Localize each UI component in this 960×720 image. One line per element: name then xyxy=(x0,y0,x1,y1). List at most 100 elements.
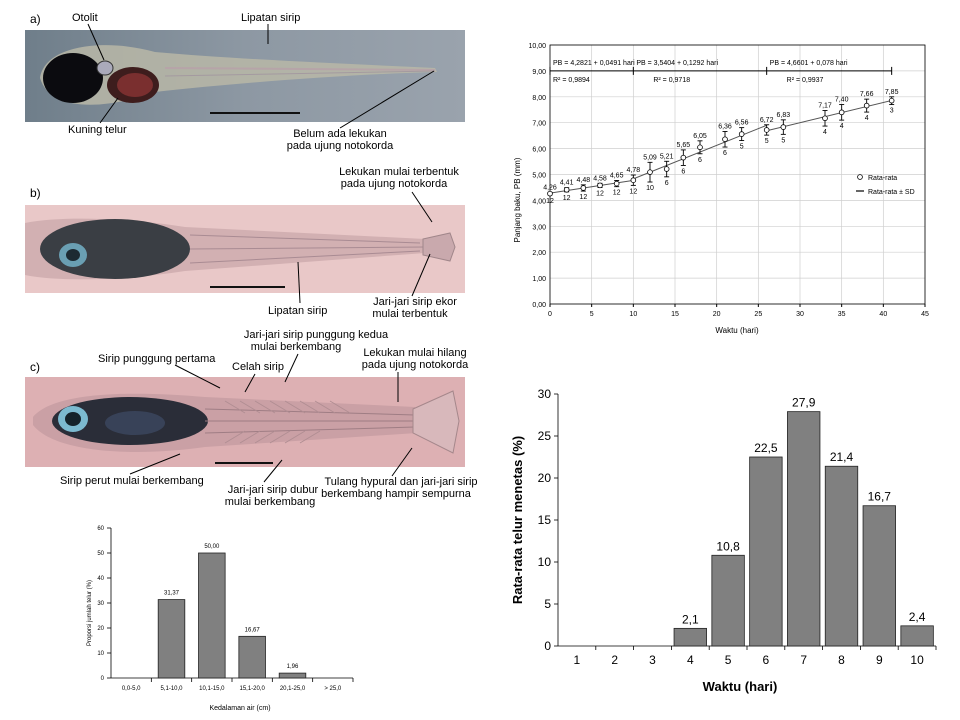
mean-label: 4,26 xyxy=(543,184,557,191)
sample-size-label: 4 xyxy=(840,123,844,130)
sample-size-label: 4 xyxy=(865,115,869,122)
mean-label: 6,36 xyxy=(718,124,732,131)
sample-size-label: 12 xyxy=(579,194,587,201)
depth-data-label: 50,00 xyxy=(204,544,220,550)
label-jari-ekor-1: Jari-jari sirip ekor xyxy=(373,296,457,308)
hatch-x-tick-label: 8 xyxy=(838,653,845,667)
leader-lines-c xyxy=(129,353,413,483)
sample-size-label: 5 xyxy=(765,138,769,145)
line-x-tick-label: 20 xyxy=(713,311,721,318)
mean-point xyxy=(663,166,670,172)
label-celah-sirip: Celah sirip xyxy=(232,361,284,373)
hatch-x-tick-label: 10 xyxy=(910,653,924,667)
larva-figure: a) Otolit Lipatan sirip Kuning telur Bel… xyxy=(0,0,500,520)
panel-label-c: c) xyxy=(30,360,40,374)
sample-size-label: 4 xyxy=(823,129,827,136)
mean-label: 7,40 xyxy=(835,97,849,104)
hatch-y-tick-label: 30 xyxy=(538,387,552,401)
hatch-bar xyxy=(787,411,821,647)
label-belum-lekukan-1: Belum ada lekukan xyxy=(293,128,387,140)
depth-y-tick-label: 10 xyxy=(97,651,104,657)
mean-point xyxy=(738,131,745,137)
mean-point xyxy=(647,169,653,175)
line-x-tick-label: 30 xyxy=(796,311,804,318)
sample-size-label: 6 xyxy=(681,168,685,175)
line-x-tick-label: 40 xyxy=(879,311,887,318)
line-y-tick-label: 7,00 xyxy=(532,121,546,128)
leader-lines-a xyxy=(87,23,435,129)
depth-bar xyxy=(198,552,226,679)
depth-x-tick-label: > 25,0 xyxy=(324,686,342,692)
equation-text: PB = 3,5404 + 0,1292 hari xyxy=(636,60,718,67)
depth-data-label: 1,96 xyxy=(287,664,299,670)
sample-size-label: 12 xyxy=(546,198,554,205)
mean-label: 4,58 xyxy=(593,175,607,182)
hatch-y-tick-label: 15 xyxy=(538,513,552,527)
hatch-y-tick-label: 10 xyxy=(538,555,552,569)
hatch-x-axis-label: Waktu (hari) xyxy=(703,679,778,694)
hatch-x-tick-label: 4 xyxy=(687,653,694,667)
depth-bar-chart: 0 10 20 30 40 50 60 0,0-5,0 5,1-10,0 10,1-15,0 15,… xyxy=(87,526,354,712)
label-jari-dubur-1: Jari-jari sirip dubur xyxy=(227,484,319,496)
depth-data-label: 16,67 xyxy=(245,627,261,633)
sample-size-label: 6 xyxy=(698,157,702,164)
hatch-x-tick-label: 9 xyxy=(876,653,883,667)
label-otolit: Otolit xyxy=(72,12,98,24)
mean-point xyxy=(780,124,787,130)
hatch-bar xyxy=(749,456,783,647)
hatch-bar xyxy=(673,627,707,647)
mean-label: 4,78 xyxy=(627,167,641,174)
mean-label: 7,17 xyxy=(818,103,832,110)
depth-bar xyxy=(238,635,266,679)
line-y-tick-label: 5,00 xyxy=(532,173,546,180)
hatch-data-label: 16,7 xyxy=(868,490,892,504)
mean-point xyxy=(863,102,870,109)
hatch-bar xyxy=(711,554,745,647)
depth-x-tick-label: 10,1-15,0 xyxy=(199,686,225,692)
mean-point xyxy=(563,186,570,193)
mean-label: 4,65 xyxy=(610,172,624,179)
mean-point xyxy=(547,190,553,197)
line-y-tick-label: 4,00 xyxy=(532,198,546,205)
depth-y-tick-label: 40 xyxy=(97,576,104,582)
mean-label: 6,83 xyxy=(777,112,791,119)
sample-size-label: 12 xyxy=(596,190,604,197)
depth-axes: 0 10 20 30 40 50 60 0,0-5,0 5,1-10,0 10,1-15,0 15,… xyxy=(97,526,354,692)
line-points: 4,26 12 4,41 12 4,48 12 4,58 12 4,65 12 4,78 12 5,09… xyxy=(543,89,898,205)
mean-point xyxy=(630,177,637,183)
hatch-y-tick-label: 25 xyxy=(538,429,552,443)
depth-y-axis-label: Proporsi jumlah telur (%) xyxy=(87,580,93,646)
mean-point xyxy=(722,136,728,143)
label-jari-ekor-2: mulai terbentuk xyxy=(372,308,448,320)
sample-size-label: 12 xyxy=(629,188,637,195)
line-y-tick-label: 10,00 xyxy=(528,43,546,50)
legend-sd-label: Rata-rata ± SD xyxy=(868,189,915,196)
hatch-bar xyxy=(824,465,859,647)
sample-size-label: 12 xyxy=(613,190,621,197)
equation-text: PB = 4,2821 + 0,0491 hari xyxy=(553,60,635,67)
sample-size-label: 6 xyxy=(665,180,669,187)
mean-point xyxy=(888,97,895,104)
mean-label: 7,85 xyxy=(885,89,899,96)
line-x-axis-label: Waktu (hari) xyxy=(715,326,759,335)
label-kuning-telur: Kuning telur xyxy=(68,124,127,136)
line-axes: 0,00 1,00 2,00 3,00 4,00 5,00 6,00 7,00 8,00 9,00… xyxy=(528,43,929,318)
fit-line xyxy=(549,179,634,194)
hatch-data-label: 22,5 xyxy=(754,441,778,455)
equation-r2: R² = 0,9937 xyxy=(787,77,824,84)
equation-text: PB = 4,6601 + 0,078 hari xyxy=(770,60,848,67)
hatch-x-tick-label: 1 xyxy=(574,653,581,667)
hatch-data-label: 21,4 xyxy=(830,450,854,464)
hatch-x-tick-label: 7 xyxy=(800,653,807,667)
depth-data-label: 31,37 xyxy=(164,591,180,597)
mean-label: 6,56 xyxy=(735,120,749,127)
depth-x-tick-label: 0,0-5,0 xyxy=(122,686,141,692)
mean-point xyxy=(597,182,603,189)
depth-y-tick-label: 20 xyxy=(97,626,104,632)
mean-label: 5,21 xyxy=(660,153,674,160)
line-y-tick-label: 0,00 xyxy=(532,302,546,309)
mean-point xyxy=(822,115,828,122)
hatch-axes: 0 5 10 15 20 25 30 1 2 3 4 5 6 7 8 9 10 xyxy=(538,387,937,667)
line-x-tick-label: 5 xyxy=(590,311,594,318)
